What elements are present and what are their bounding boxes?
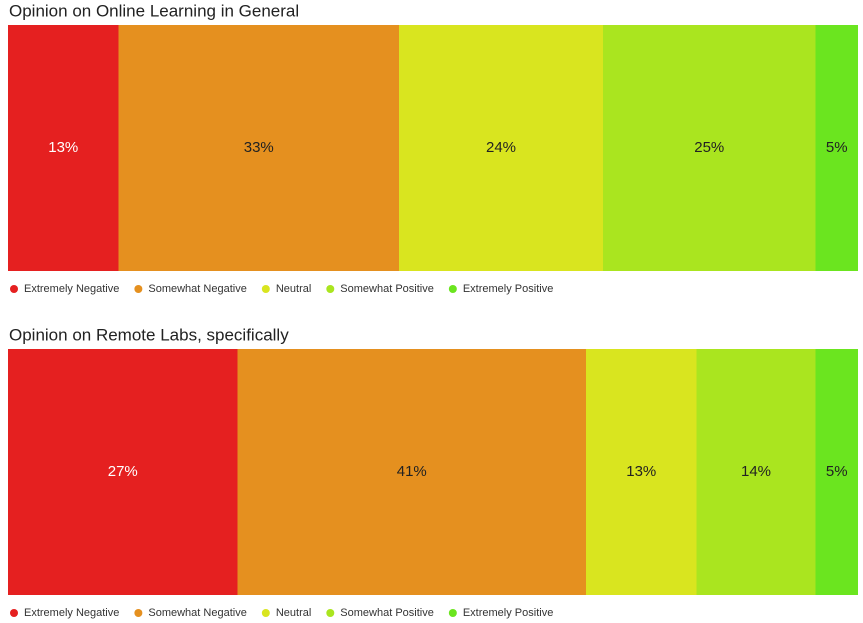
bar-segment (815, 25, 858, 271)
legend-marker (134, 609, 143, 617)
legend-label: Extremely Positive (463, 283, 553, 295)
legend-label: Somewhat Positive (340, 607, 434, 619)
bar-segment (237, 349, 586, 595)
chart-title: Opinion on Remote Labs, specifically (9, 325, 289, 344)
data-label: 25% (694, 139, 724, 156)
data-label: 5% (826, 463, 848, 480)
legend-label: Somewhat Negative (148, 607, 246, 619)
data-label: 14% (741, 463, 771, 480)
legend-marker (326, 285, 335, 293)
legend-marker (10, 609, 18, 617)
legend-label: Neutral (276, 283, 311, 295)
bar-segment (8, 349, 238, 595)
legend-marker (448, 285, 457, 293)
bar-segment (118, 25, 399, 271)
bar-segment (696, 349, 816, 595)
bar-segment (8, 25, 119, 271)
legend-marker (261, 609, 270, 617)
data-label: 33% (244, 139, 274, 156)
legend-marker (134, 285, 143, 293)
data-label: 24% (486, 139, 516, 156)
bar-segment (603, 25, 816, 271)
legend-label: Extremely Positive (463, 607, 553, 619)
legend-label: Somewhat Positive (340, 283, 434, 295)
data-label: 41% (397, 463, 427, 480)
legend-marker (326, 609, 335, 617)
legend-marker (448, 609, 457, 617)
legend-label: Extremely Negative (24, 607, 119, 619)
data-label: 13% (626, 463, 656, 480)
legend-marker (10, 285, 18, 293)
legend-label: Extremely Negative (24, 283, 119, 295)
bar-segment (586, 349, 697, 595)
data-label: 5% (826, 139, 848, 156)
chart-title: Opinion on Online Learning in General (9, 1, 299, 20)
data-label: 13% (48, 139, 78, 156)
legend-label: Somewhat Negative (148, 283, 246, 295)
legend-marker (261, 285, 270, 293)
data-label: 27% (108, 463, 138, 480)
legend-label: Neutral (276, 607, 311, 619)
bar-segment (815, 349, 858, 595)
bar-segment (399, 25, 603, 271)
